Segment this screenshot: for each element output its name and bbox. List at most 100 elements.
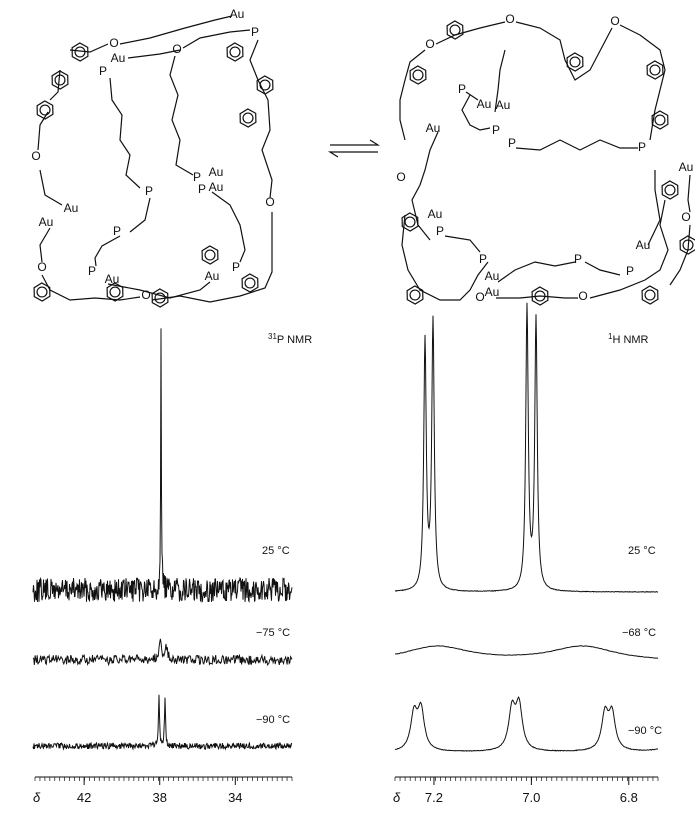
ring-circle — [229, 46, 241, 58]
ring-circle — [644, 289, 656, 301]
benzene-ring — [226, 42, 244, 62]
right-structure-bonds — [399, 21, 691, 301]
ring-circle — [109, 286, 121, 298]
benzene-ring — [661, 180, 679, 200]
tick-label: 7.0 — [522, 790, 540, 805]
ring-circle — [412, 69, 424, 81]
benzene-ring — [409, 65, 427, 85]
ring-circle — [569, 56, 581, 68]
ring-circle — [54, 74, 66, 86]
tick-label: 38 — [152, 790, 166, 805]
temperature: 25 °C — [628, 545, 656, 557]
tick-label: 34 — [228, 790, 242, 805]
spectrum-trace — [394, 645, 659, 659]
atom-label: Au — [39, 215, 54, 229]
ring-circle — [204, 249, 216, 261]
temperature: −75 °C — [256, 627, 290, 639]
benzene-ring — [239, 108, 257, 128]
temperature: −90 °C — [628, 725, 662, 737]
atom-label: Au — [209, 165, 224, 179]
atom-label: O — [396, 170, 405, 184]
spectrum-trace — [394, 696, 659, 752]
atom-label: Au — [105, 272, 120, 286]
p-nmr-label: 31P NMR — [268, 332, 312, 346]
atom-label: Au — [230, 7, 245, 21]
atom-label: P — [492, 123, 500, 137]
atom-label: O — [141, 288, 150, 302]
benzene-ring — [531, 286, 549, 306]
left-structure-rings — [33, 42, 274, 308]
atom-label: O — [31, 149, 40, 163]
benzene-ring — [36, 100, 54, 120]
atom-label: P — [626, 264, 634, 278]
atom-label: Au — [205, 269, 220, 283]
tick-label: 42 — [77, 790, 91, 805]
tick-label: 6.8 — [620, 790, 638, 805]
axis-symbol: δ — [33, 790, 41, 805]
benzene-ring — [151, 288, 169, 308]
p-nmr-text: P NMR — [277, 334, 312, 346]
benzene-ring — [641, 285, 659, 305]
spectrum-trace — [32, 694, 293, 751]
ring-circle — [39, 104, 51, 116]
benzene-ring — [446, 20, 464, 40]
temperature: 25 °C — [262, 545, 290, 557]
ring-circle — [534, 290, 546, 302]
left-structure-bonds — [37, 15, 273, 303]
tick-label: 7.2 — [425, 790, 443, 805]
benzene-ring — [401, 212, 419, 232]
axis-symbol: δ — [393, 790, 401, 805]
axes: δ 42 38 34 δ 7.2 7.0 6.8 — [33, 776, 659, 805]
atom-label: P — [88, 264, 96, 278]
ring-circle — [682, 239, 694, 251]
ring-circle — [36, 286, 48, 298]
atom-label: Au — [428, 207, 443, 221]
atom-label: O — [172, 42, 181, 56]
ring-circle — [404, 216, 416, 228]
atom-label: Au — [209, 180, 224, 194]
benzene-ring — [106, 282, 124, 302]
benzene-ring — [33, 282, 51, 302]
atom-label: Au — [111, 51, 126, 65]
atom-label: P — [251, 25, 259, 39]
atom-label: Au — [496, 98, 511, 112]
benzene-ring — [679, 235, 695, 255]
atom-label: Au — [679, 160, 694, 174]
benzene-ring — [51, 70, 69, 90]
atom-label: P — [574, 252, 582, 266]
spectrum-trace — [32, 638, 293, 667]
benzene-ring — [201, 245, 219, 265]
atom-label: O — [475, 290, 484, 304]
ring-circle — [449, 24, 461, 36]
right-structure-rings — [401, 20, 695, 306]
p-nmr-sup: 31 — [268, 332, 277, 341]
atom-label: Au — [477, 97, 492, 111]
atom-label: P — [479, 252, 487, 266]
atom-label: P — [99, 64, 107, 78]
atom-label: O — [578, 289, 587, 303]
atom-label: P — [638, 140, 646, 154]
ring-circle — [649, 64, 661, 76]
ring-circle — [654, 114, 666, 126]
ring-circle — [664, 184, 676, 196]
h-nmr-text: H NMR — [612, 334, 648, 346]
benzene-ring — [241, 273, 259, 293]
benzene-ring — [651, 110, 669, 130]
atom-label: Au — [636, 238, 651, 252]
atom-label: Au — [485, 285, 500, 299]
equilibrium-arrows — [327, 139, 381, 158]
spectrum-trace — [32, 328, 293, 604]
atom-label: Au — [485, 269, 500, 283]
ring-circle — [409, 289, 421, 301]
atom-label: O — [265, 195, 274, 209]
atom-label: O — [37, 260, 46, 274]
atom-label: O — [610, 14, 619, 28]
atom-label: P — [458, 82, 466, 96]
atom-label: P — [113, 224, 121, 238]
temperature: −68 °C — [622, 627, 656, 639]
atom-label: P — [436, 224, 444, 238]
atom-label: O — [681, 210, 690, 224]
benzene-ring — [71, 42, 89, 62]
